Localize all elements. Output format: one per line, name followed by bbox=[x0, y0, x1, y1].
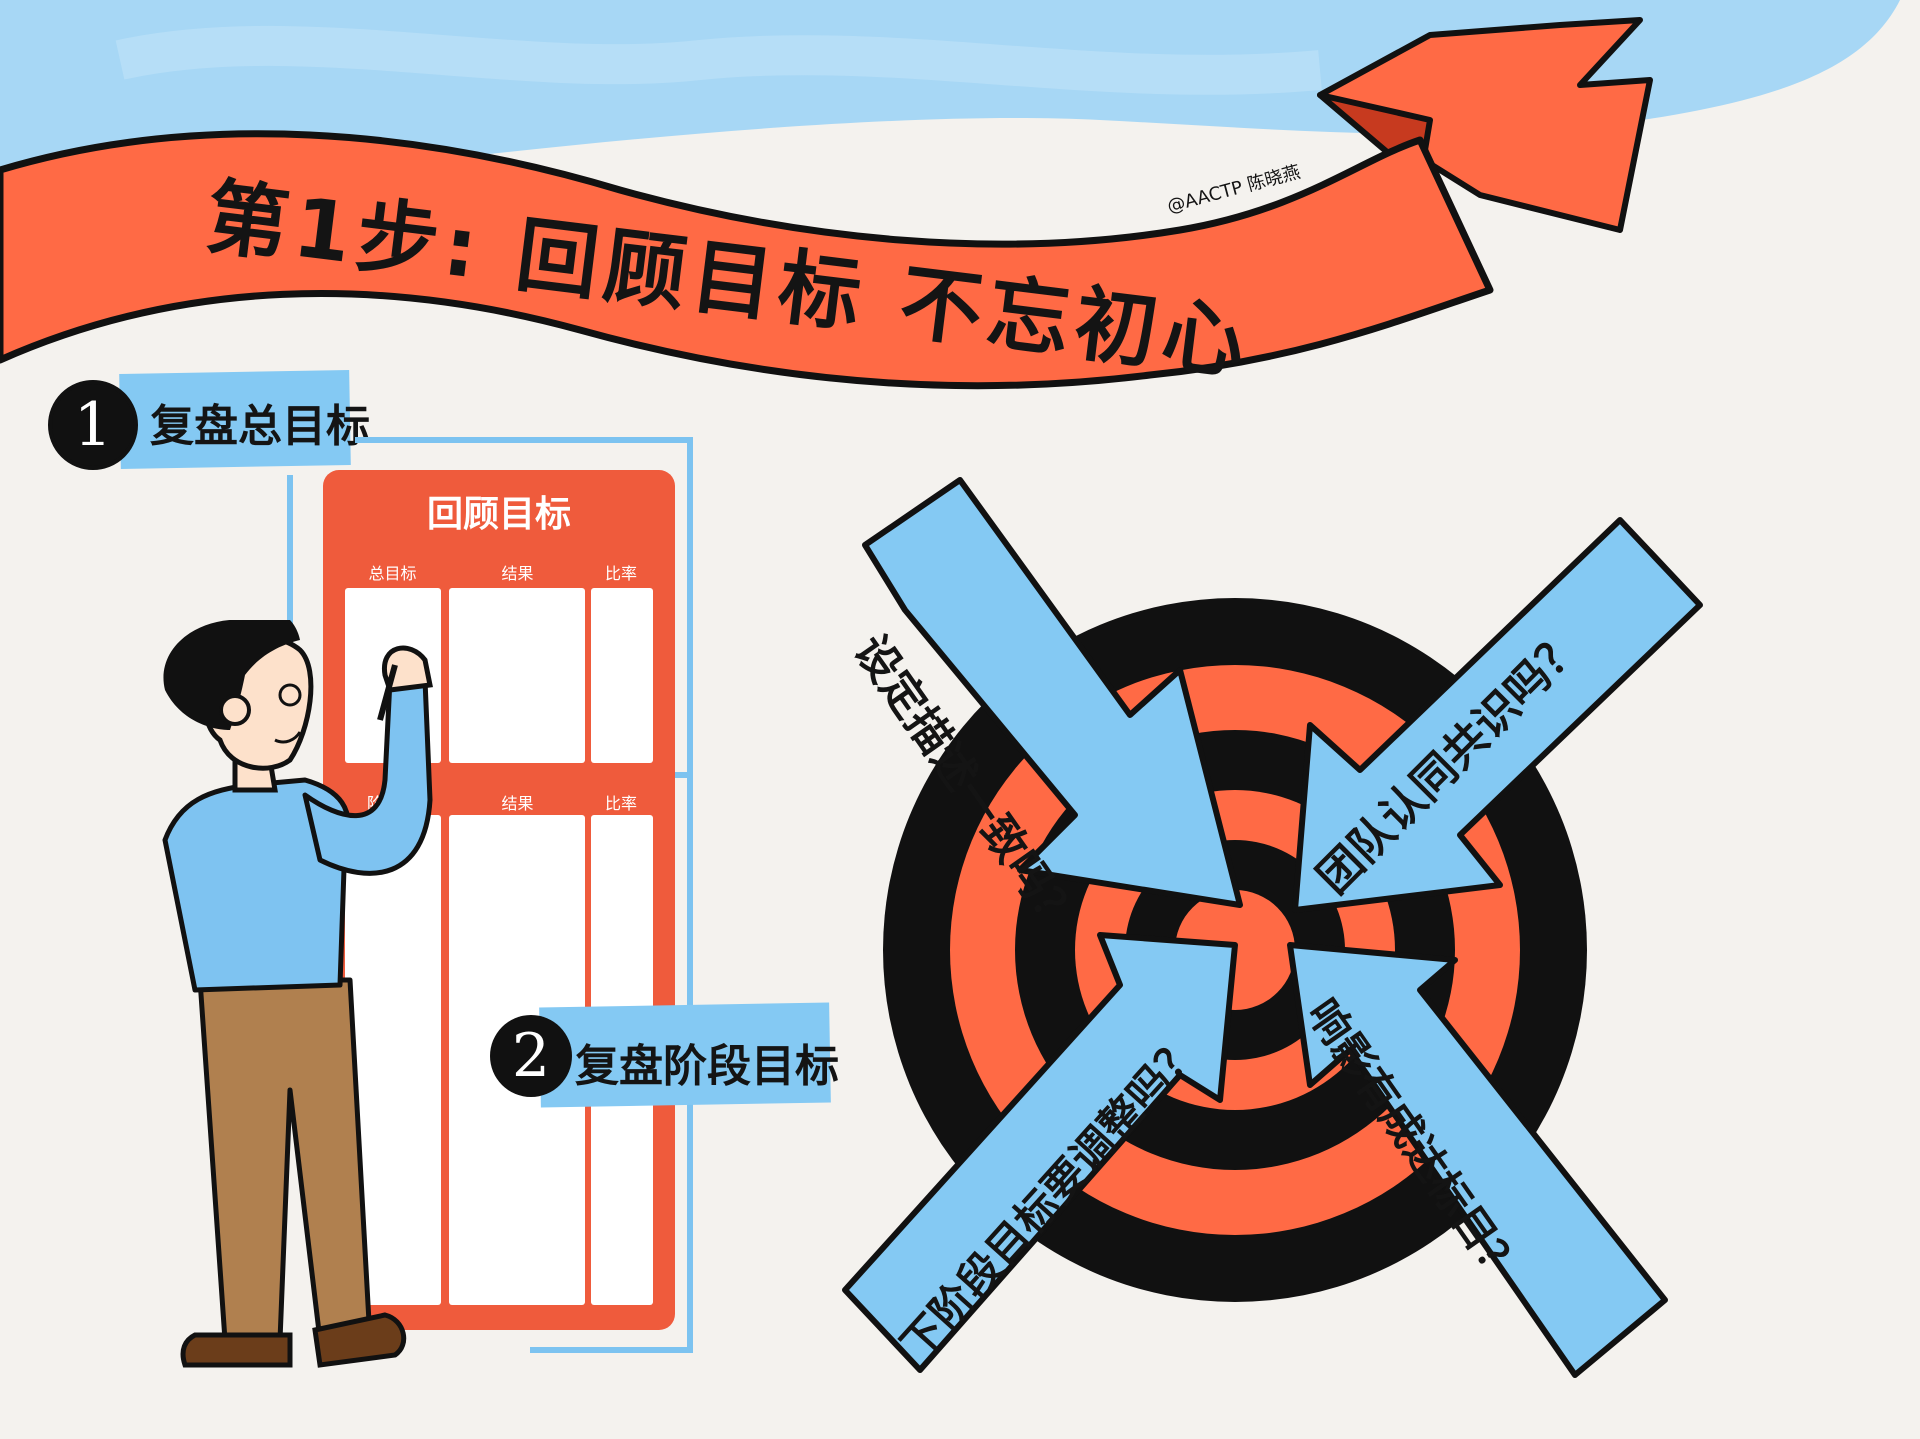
board-top-header-2: 结果 bbox=[501, 564, 534, 583]
step-1-number: 1 bbox=[73, 390, 113, 460]
step-1-text: 复盘总目标 bbox=[150, 401, 370, 452]
board-bottom-header-3: 比率 bbox=[604, 794, 637, 813]
man-figure bbox=[162, 620, 433, 1368]
board-top-cell-3 bbox=[591, 588, 653, 763]
board-bottom-header-2: 结果 bbox=[501, 794, 534, 813]
arrow-top-left bbox=[862, 477, 1243, 908]
arrow-top-right bbox=[1292, 517, 1703, 913]
board-top-header-1: 总目标 bbox=[368, 564, 417, 583]
step-2-badge: 2 bbox=[490, 1015, 572, 1097]
ribbon-banner bbox=[0, 17, 1653, 390]
board-top-cell-2 bbox=[449, 588, 585, 763]
arrow-bottom-right bbox=[1287, 942, 1668, 1378]
arrow-bottom-left bbox=[842, 932, 1238, 1373]
step-2-text: 复盘阶段目标 bbox=[575, 1041, 839, 1092]
step-2-number: 2 bbox=[511, 1021, 551, 1091]
board-top-header-3: 比率 bbox=[604, 564, 637, 583]
step-1-badge: 1 bbox=[48, 380, 138, 470]
board-title: 回顾目标 bbox=[426, 494, 571, 535]
